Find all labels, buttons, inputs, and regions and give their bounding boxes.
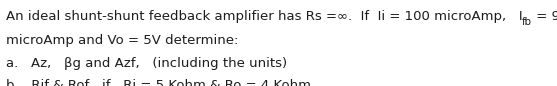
- Text: fb: fb: [522, 17, 532, 27]
- Text: microAmp and Vo = 5V determine:: microAmp and Vo = 5V determine:: [6, 34, 238, 47]
- Text: An ideal shunt-shunt feedback amplifier has Rs =∞.  If  Ii = 100 microAmp,   I: An ideal shunt-shunt feedback amplifier …: [6, 10, 522, 23]
- Text: a.   Az,   βg and Azf,   (including the units): a. Az, βg and Azf, (including the units): [6, 57, 287, 70]
- Text: = 99: = 99: [532, 10, 557, 23]
- Text: b.   Rif & Rof   if   Ri = 5 Kohm & Ro = 4 Kohm.: b. Rif & Rof if Ri = 5 Kohm & Ro = 4 Koh…: [6, 79, 315, 86]
